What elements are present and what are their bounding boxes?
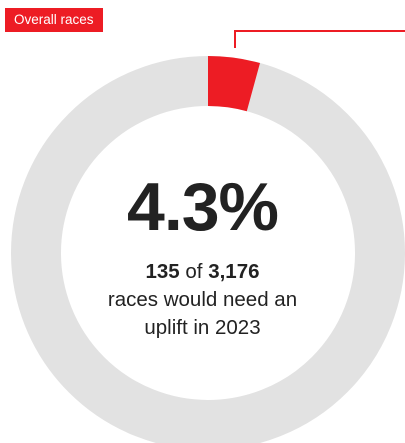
- detail-text: 135 of 3,176 races would need an uplift …: [0, 258, 405, 342]
- overall-races-badge: Overall races: [5, 8, 103, 32]
- donut-highlight-slice: [208, 56, 260, 112]
- count-value: 135: [145, 260, 180, 283]
- of-word: of: [185, 260, 203, 283]
- donut-track-slice: [11, 56, 405, 443]
- total-value: 3,176: [208, 260, 260, 283]
- detail-line-3: uplift in 2023: [144, 316, 261, 339]
- headline-percentage: 4.3%: [127, 169, 279, 245]
- detail-line-1: 135 of 3,176: [0, 258, 405, 286]
- detail-line-2: races would need an: [107, 288, 298, 311]
- callout-line: [234, 30, 405, 48]
